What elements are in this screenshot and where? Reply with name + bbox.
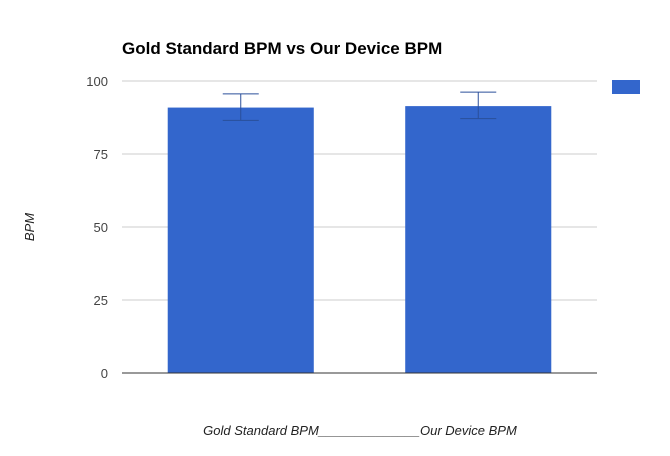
y-tick-label: 25 bbox=[94, 293, 108, 308]
y-tick-label: 100 bbox=[86, 74, 108, 89]
legend-swatch bbox=[612, 80, 640, 94]
error-bar-2 bbox=[460, 91, 497, 120]
bars bbox=[167, 91, 552, 374]
bar-2 bbox=[405, 106, 552, 373]
bar-1 bbox=[167, 107, 314, 374]
legend bbox=[612, 80, 640, 94]
y-axis-title: BPM bbox=[22, 213, 37, 241]
y-tick-label: 0 bbox=[101, 366, 108, 381]
error-bar-1 bbox=[222, 93, 259, 121]
x-axis-title: Gold Standard BPM______________Our Devic… bbox=[203, 423, 517, 438]
y-tick-label: 75 bbox=[94, 147, 108, 162]
y-tick-label: 50 bbox=[94, 220, 108, 235]
chart-title: Gold Standard BPM vs Our Device BPM bbox=[122, 39, 442, 58]
y-axis-ticks: 0 25 50 75 100 bbox=[86, 74, 108, 381]
